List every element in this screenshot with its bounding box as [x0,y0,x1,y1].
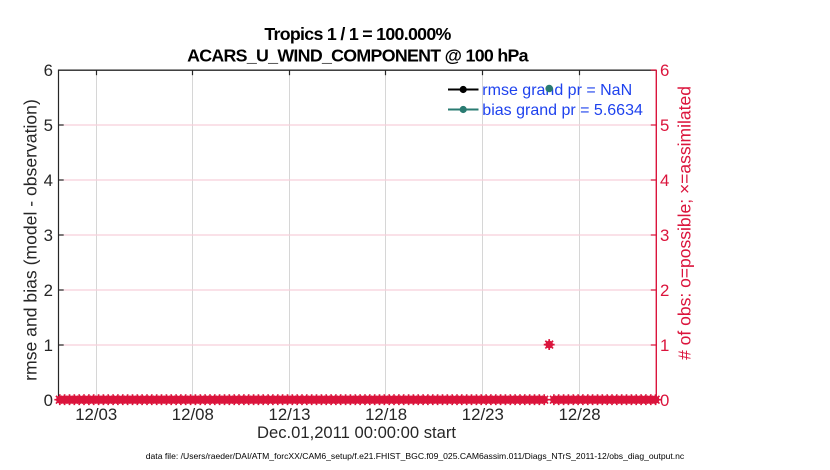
svg-text:6: 6 [44,61,53,80]
svg-text:4: 4 [660,171,669,190]
svg-text:12/18: 12/18 [365,405,407,424]
svg-text:12/23: 12/23 [462,405,504,424]
svg-text:3: 3 [660,226,669,245]
svg-text:5: 5 [660,116,669,135]
svg-text:rmse grand pr = NaN: rmse grand pr = NaN [482,82,632,99]
svg-text:data file: /Users/raeder/DAI/A: data file: /Users/raeder/DAI/ATM_forcXX/… [146,451,685,461]
svg-text:1: 1 [44,336,53,355]
svg-text:ACARS_U_WIND_COMPONENT @ 100 h: ACARS_U_WIND_COMPONENT @ 100 hPa [187,46,529,66]
svg-text:1: 1 [660,336,669,355]
svg-text:Tropics 1 / 1 = 100.000%: Tropics 1 / 1 = 100.000% [264,24,451,44]
svg-text:rmse and bias (model - observa: rmse and bias (model - observation) [20,99,40,381]
svg-text:# of obs: o=possible; ×=assimi: # of obs: o=possible; ×=assimilated [675,86,695,360]
svg-text:2: 2 [44,281,53,300]
svg-text:12/13: 12/13 [269,405,311,424]
svg-text:bias grand pr = 5.6634: bias grand pr = 5.6634 [482,102,643,119]
svg-text:12/28: 12/28 [559,405,601,424]
svg-text:12/08: 12/08 [172,405,214,424]
svg-text:Dec.01,2011 00:00:00 start: Dec.01,2011 00:00:00 start [257,423,456,442]
svg-text:0: 0 [660,391,669,410]
svg-text:6: 6 [660,61,669,80]
svg-text:5: 5 [44,116,53,135]
svg-text:2: 2 [660,281,669,300]
svg-text:0: 0 [44,391,53,410]
svg-text:4: 4 [44,171,53,190]
svg-text:3: 3 [44,226,53,245]
svg-text:12/03: 12/03 [75,405,117,424]
